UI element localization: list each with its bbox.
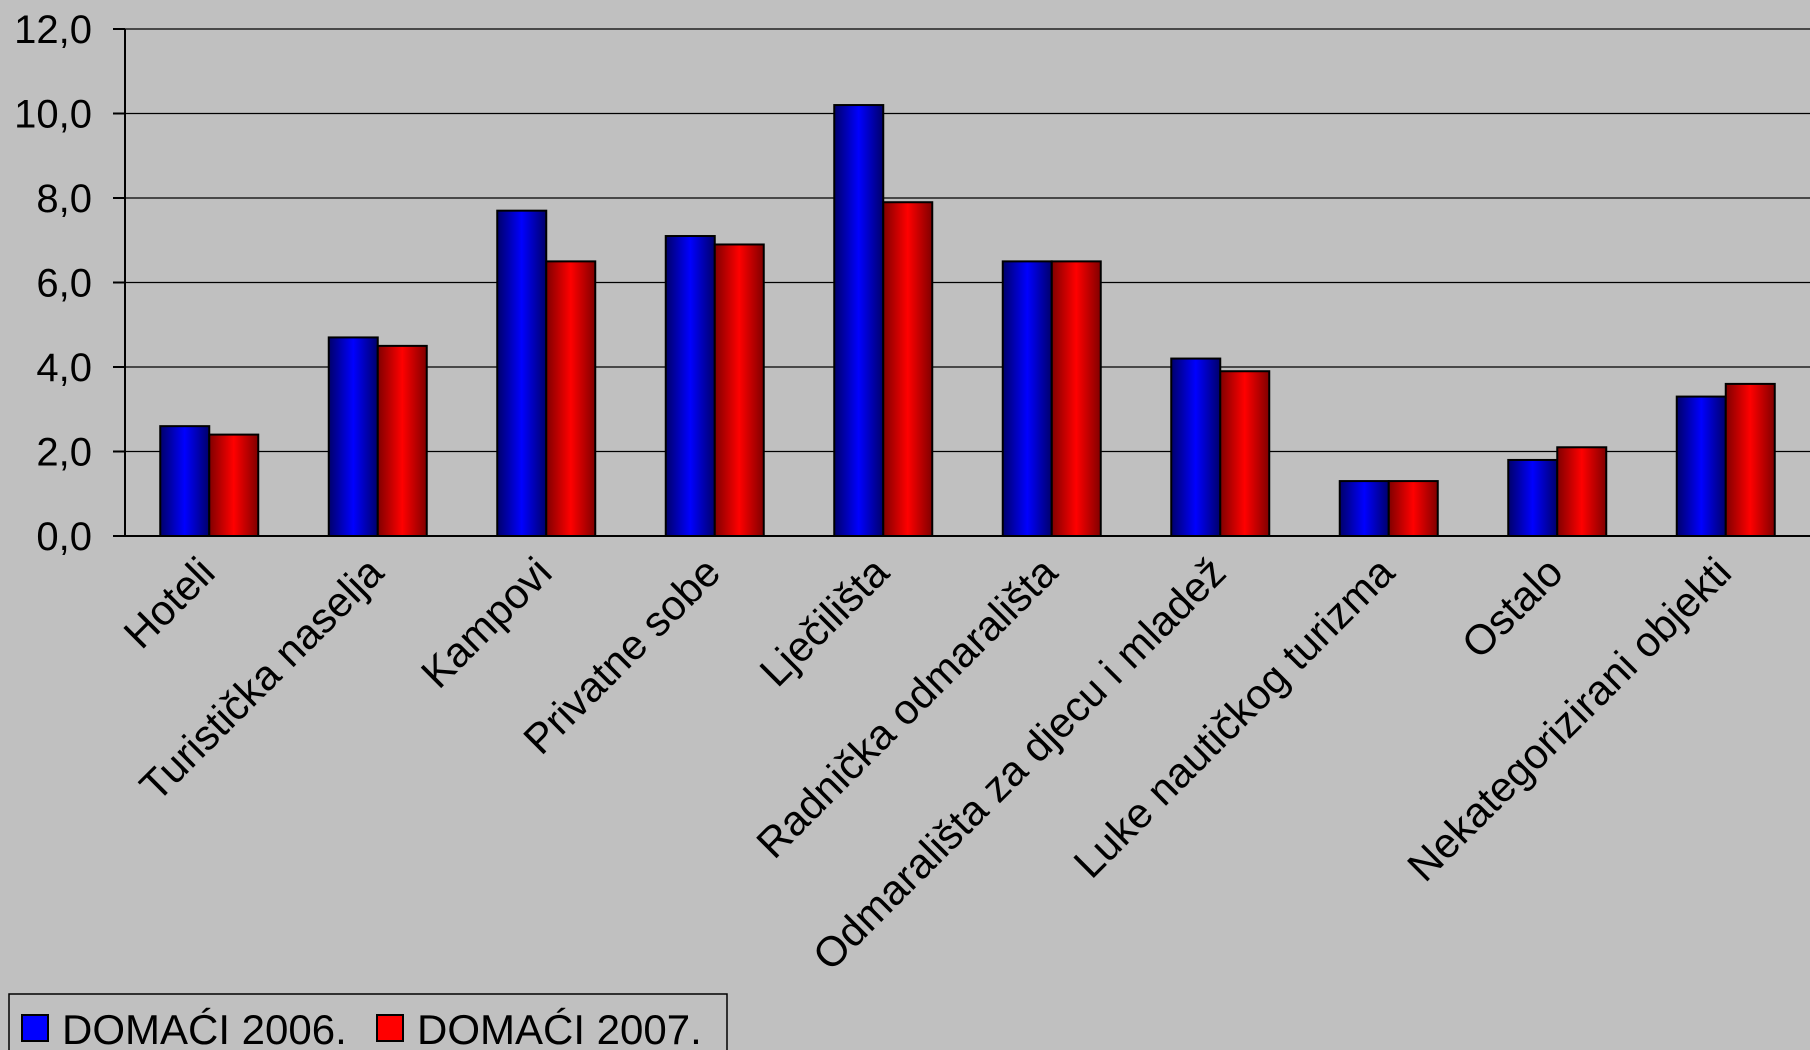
x-tick-label: Hoteli — [114, 548, 223, 657]
bar-domaci-2006 — [159, 425, 211, 537]
legend: DOMAĆI 2006. DOMAĆI 2007. — [8, 993, 728, 1050]
y-tick-label: 10,0 — [14, 93, 92, 137]
bar-domaci-2006 — [1675, 395, 1727, 538]
bar-domaci-2006 — [833, 104, 885, 538]
y-tick-label: 2,0 — [36, 431, 92, 475]
bar-domaci-2007 — [545, 260, 597, 537]
x-tick-label: Luke nautičkog turizma — [1064, 548, 1403, 887]
bar-domaci-2007 — [882, 201, 934, 537]
legend-label: DOMAĆI 2007. — [417, 1006, 702, 1050]
bar-domaci-2006 — [1170, 357, 1222, 537]
bar-domaci-2007 — [1724, 382, 1776, 537]
legend-swatch — [376, 1014, 404, 1042]
x-tick-label: Ostalo — [1453, 548, 1572, 667]
bar-domaci-2006 — [1507, 458, 1559, 538]
bar-domaci-2007 — [713, 243, 765, 537]
bar-domaci-2007 — [376, 344, 428, 537]
y-tick-label: 8,0 — [36, 177, 92, 221]
bar-domaci-2007 — [208, 433, 260, 538]
legend-label: DOMAĆI 2006. — [62, 1006, 347, 1050]
x-tick-label: Nekategorizirani objekti — [1398, 548, 1740, 890]
bar-domaci-2006 — [1001, 260, 1053, 537]
bar-domaci-2006 — [1338, 480, 1390, 538]
legend-swatch — [21, 1014, 49, 1042]
x-tick-label: Lječilišta — [750, 548, 898, 696]
x-tick-label: Radnička odmarališta — [747, 548, 1066, 867]
bar-domaci-2006 — [327, 336, 379, 537]
legend-box — [8, 993, 728, 1050]
bar-domaci-2007 — [1556, 446, 1608, 537]
y-tick-label: 6,0 — [36, 262, 92, 306]
bars — [159, 104, 1776, 538]
bar-domaci-2007 — [1387, 480, 1439, 538]
y-tick-label: 0,0 — [36, 515, 92, 559]
y-tick-label: 4,0 — [36, 346, 92, 390]
y-axis-tick-labels: 0,0 2,0 4,0 6,0 8,0 10,0 12,0 — [14, 8, 92, 559]
bar-domaci-2006 — [496, 209, 548, 538]
bar-domaci-2007 — [1219, 370, 1271, 537]
x-tick-label: Kampovi — [412, 548, 561, 697]
y-tick-label: 12,0 — [14, 8, 92, 52]
bar-domaci-2007 — [1050, 260, 1102, 537]
bar-domaci-2006 — [664, 235, 716, 537]
